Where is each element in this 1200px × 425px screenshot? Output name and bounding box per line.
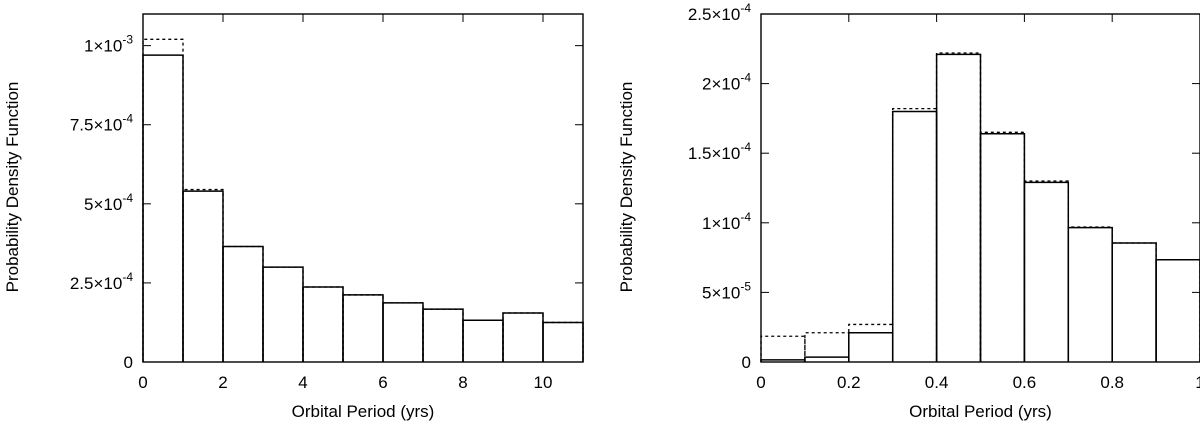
bar-dotted-8 bbox=[462, 319, 504, 362]
bar-solid-2 bbox=[222, 245, 264, 362]
x-tick-label: 1 bbox=[1195, 373, 1200, 392]
bar-dotted-10 bbox=[542, 321, 584, 362]
y-tick-label: 1×10-3 bbox=[84, 33, 133, 56]
x-tick-label: 4 bbox=[298, 373, 307, 392]
x-tick-label: 0.6 bbox=[1013, 373, 1037, 392]
bar-dotted-4 bbox=[302, 286, 344, 362]
plot-frame bbox=[760, 13, 1200, 363]
y-tick-label: 2.5×10-4 bbox=[70, 270, 133, 293]
y-tick-label: 7.5×10-4 bbox=[70, 112, 133, 135]
x-axis-label: Orbital Period (yrs) bbox=[292, 402, 435, 421]
bar-dotted-1 bbox=[804, 332, 850, 362]
bar-solid-7 bbox=[1067, 226, 1113, 362]
x-tick-label: 6 bbox=[378, 373, 387, 392]
bar-solid-5 bbox=[342, 294, 384, 362]
y-tick-label: 2×10-4 bbox=[702, 71, 751, 94]
bar-dotted-3 bbox=[262, 266, 304, 362]
bar-solid-4 bbox=[935, 53, 982, 362]
x-axis-label: Orbital Period (yrs) bbox=[909, 402, 1052, 421]
x-tick-label: 0.4 bbox=[925, 373, 949, 392]
bar-solid-6 bbox=[382, 302, 424, 362]
bar-solid-8 bbox=[462, 319, 504, 362]
series-solid bbox=[142, 54, 584, 362]
bar-dotted-9 bbox=[1155, 259, 1200, 362]
bar-dotted-7 bbox=[1067, 226, 1113, 362]
bar-solid-9 bbox=[502, 312, 544, 362]
bar-solid-9 bbox=[1155, 258, 1200, 362]
bar-dotted-6 bbox=[1023, 180, 1069, 362]
bar-solid-2 bbox=[848, 332, 894, 362]
bar-dotted-2 bbox=[222, 245, 264, 362]
series-dotted bbox=[142, 38, 584, 362]
bar-dotted-0 bbox=[142, 38, 184, 362]
series-solid bbox=[760, 53, 1200, 362]
bar-dotted-9 bbox=[502, 312, 544, 362]
bar-solid-6 bbox=[1023, 181, 1070, 362]
bar-solid-7 bbox=[422, 308, 464, 362]
bar-dotted-0 bbox=[760, 335, 806, 362]
bar-solid-5 bbox=[979, 132, 1026, 362]
bar-dotted-8 bbox=[1111, 242, 1157, 362]
bar-dotted-5 bbox=[979, 131, 1026, 362]
bar-dotted-5 bbox=[342, 294, 384, 362]
x-tick-label: 0 bbox=[756, 373, 765, 392]
y-tick-label: 0 bbox=[124, 353, 133, 372]
y-tick-label: 5×10-4 bbox=[84, 191, 133, 214]
y-tick-label: 5×10-5 bbox=[702, 279, 751, 302]
y-axis-label: Probability Density Function bbox=[3, 82, 22, 293]
x-tick-label: 0.8 bbox=[1100, 373, 1124, 392]
y-axis-label: Probability Density Function bbox=[617, 82, 636, 293]
bar-dotted-2 bbox=[848, 323, 894, 362]
x-tick-label: 0.2 bbox=[837, 373, 861, 392]
x-tick-label: 10 bbox=[534, 373, 553, 392]
y-tick-label: 1.5×10-4 bbox=[688, 140, 751, 163]
bar-dotted-7 bbox=[422, 308, 464, 362]
x-tick-label: 8 bbox=[458, 373, 467, 392]
bar-dotted-6 bbox=[382, 302, 424, 362]
chart-left: 0 2 4 6 8 10 0 2.5×10-4 5×10-4 7.5×10-4 1×10-3 Orbi… bbox=[3, 13, 584, 421]
bar-solid-1 bbox=[804, 356, 850, 362]
bar-solid-3 bbox=[262, 266, 304, 362]
bar-dotted-4 bbox=[935, 52, 982, 362]
y-tick-label: 1×10-4 bbox=[702, 210, 751, 233]
y-tick-label: 0 bbox=[742, 353, 751, 372]
bar-solid-0 bbox=[142, 54, 184, 362]
bar-dotted-3 bbox=[892, 108, 938, 362]
bar-solid-1 bbox=[182, 190, 224, 362]
y-tick-label: 2.5×10-4 bbox=[688, 1, 751, 24]
bar-solid-4 bbox=[302, 286, 344, 362]
plot-frame bbox=[142, 13, 584, 363]
bar-solid-8 bbox=[1111, 242, 1157, 362]
bar-solid-10 bbox=[542, 321, 584, 362]
chart-right: 0 0.2 0.4 0.6 0.8 1 0 5×10-5 1×10-4 1.5×10-4 2×10-… bbox=[617, 1, 1200, 421]
x-tick-label: 2 bbox=[218, 373, 227, 392]
x-tick-label: 0 bbox=[138, 373, 147, 392]
bar-dotted-1 bbox=[182, 188, 224, 362]
bar-solid-3 bbox=[891, 110, 938, 362]
